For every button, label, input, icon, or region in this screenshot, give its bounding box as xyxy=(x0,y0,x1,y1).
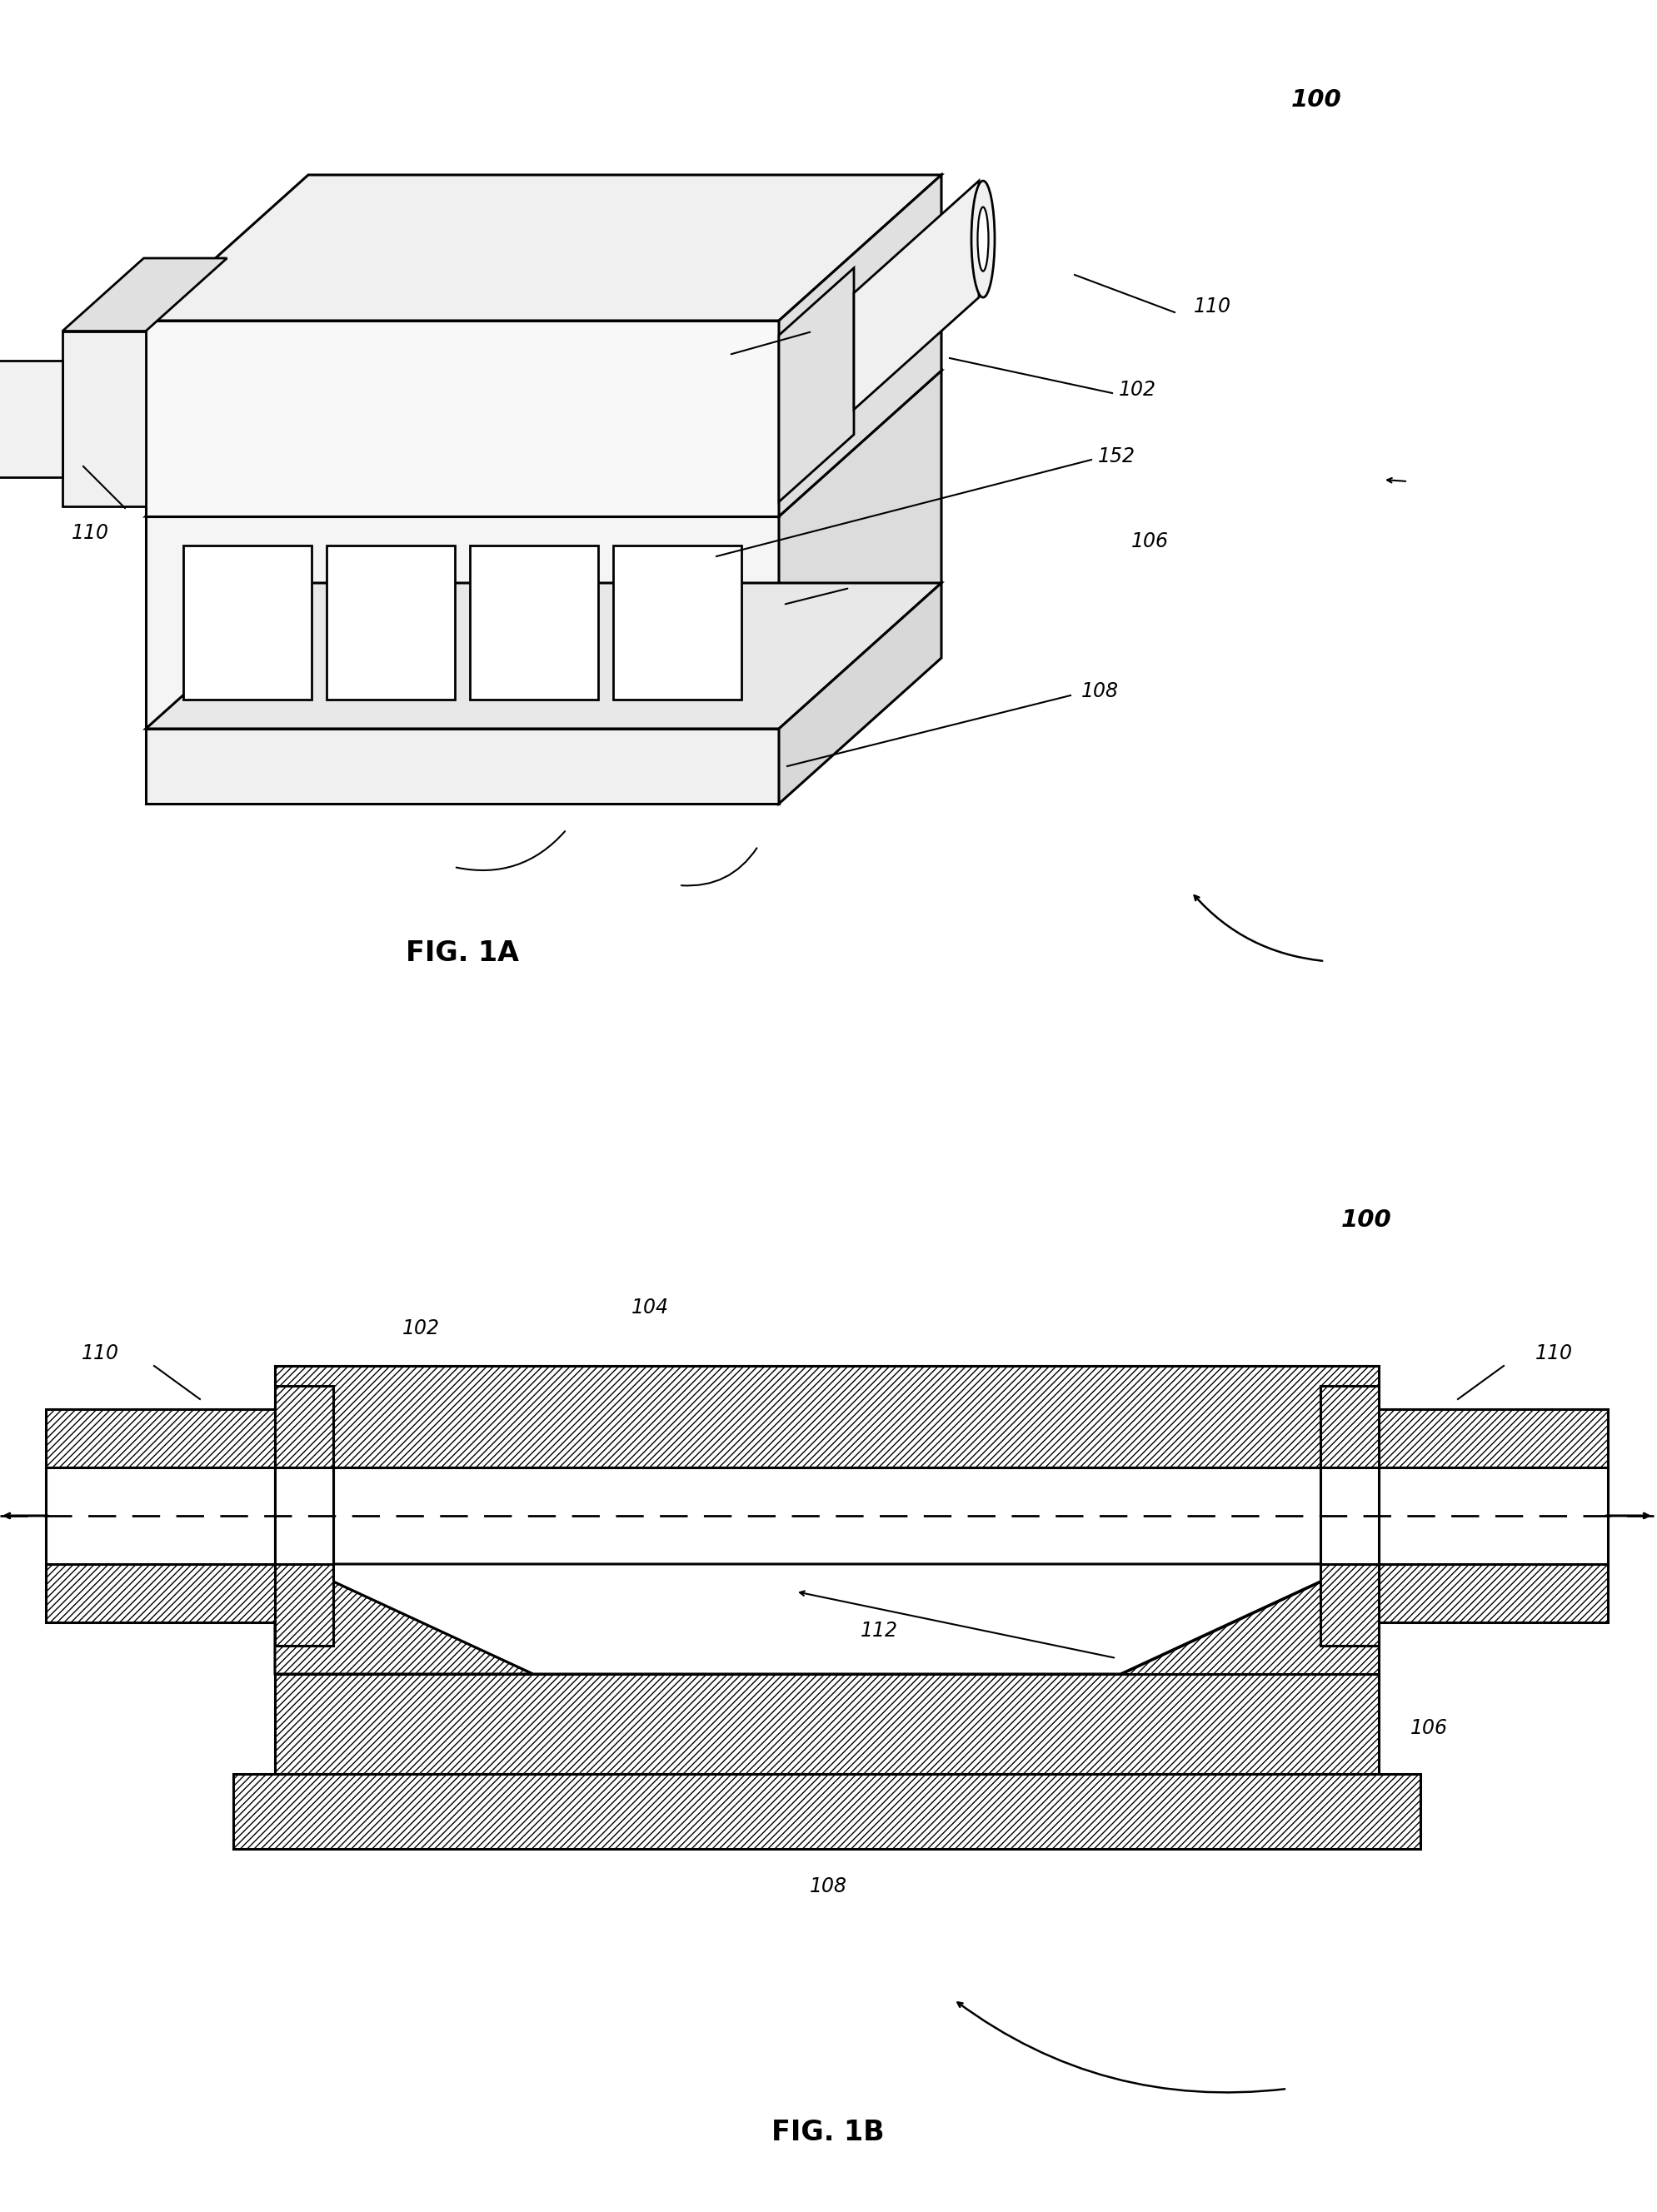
Polygon shape xyxy=(146,584,941,728)
Text: 108: 108 xyxy=(1080,681,1118,701)
Ellipse shape xyxy=(971,181,994,296)
Text: 110: 110 xyxy=(1534,1343,1572,1363)
Text: FIG. 1B: FIG. 1B xyxy=(772,2119,885,2146)
Polygon shape xyxy=(613,546,741,699)
Polygon shape xyxy=(1321,1387,1379,1646)
Polygon shape xyxy=(275,1467,333,1564)
Text: 110: 110 xyxy=(81,1343,119,1363)
Polygon shape xyxy=(853,181,979,409)
Text: 106: 106 xyxy=(1132,531,1168,551)
Polygon shape xyxy=(275,1564,534,1674)
Polygon shape xyxy=(779,372,941,728)
Polygon shape xyxy=(779,584,941,803)
Polygon shape xyxy=(63,259,227,332)
Polygon shape xyxy=(779,175,941,515)
Polygon shape xyxy=(295,1564,1359,1674)
Polygon shape xyxy=(184,546,312,699)
Polygon shape xyxy=(146,728,779,803)
Polygon shape xyxy=(779,268,853,502)
Polygon shape xyxy=(1379,1467,1607,1564)
Text: 152: 152 xyxy=(1097,447,1135,467)
Polygon shape xyxy=(1379,1409,1607,1467)
Text: 100: 100 xyxy=(1291,88,1342,111)
Polygon shape xyxy=(46,1467,275,1564)
Text: 100: 100 xyxy=(1341,1208,1392,1232)
Polygon shape xyxy=(1379,1564,1607,1621)
Polygon shape xyxy=(275,1674,1379,1774)
Text: 104: 104 xyxy=(631,1298,668,1318)
Text: 112: 112 xyxy=(860,1621,898,1641)
Text: 106: 106 xyxy=(1410,1719,1448,1739)
Polygon shape xyxy=(275,1365,1379,1467)
Polygon shape xyxy=(146,515,779,728)
Polygon shape xyxy=(46,1409,275,1467)
Polygon shape xyxy=(326,546,456,699)
Polygon shape xyxy=(46,1564,275,1621)
Text: FIG. 1A: FIG. 1A xyxy=(406,940,519,967)
Ellipse shape xyxy=(978,208,989,272)
Polygon shape xyxy=(146,175,941,321)
Polygon shape xyxy=(146,321,779,515)
Polygon shape xyxy=(63,332,146,507)
Polygon shape xyxy=(471,546,598,699)
Polygon shape xyxy=(146,372,941,515)
Text: 108: 108 xyxy=(809,1876,847,1896)
Text: 102: 102 xyxy=(1118,380,1157,400)
Polygon shape xyxy=(1321,1467,1379,1564)
Text: 110: 110 xyxy=(1193,296,1231,316)
Polygon shape xyxy=(0,361,63,478)
Text: 110: 110 xyxy=(71,522,109,542)
Polygon shape xyxy=(234,1774,1420,1849)
Polygon shape xyxy=(275,1387,333,1646)
Polygon shape xyxy=(1120,1564,1379,1674)
Text: 102: 102 xyxy=(403,1318,439,1338)
